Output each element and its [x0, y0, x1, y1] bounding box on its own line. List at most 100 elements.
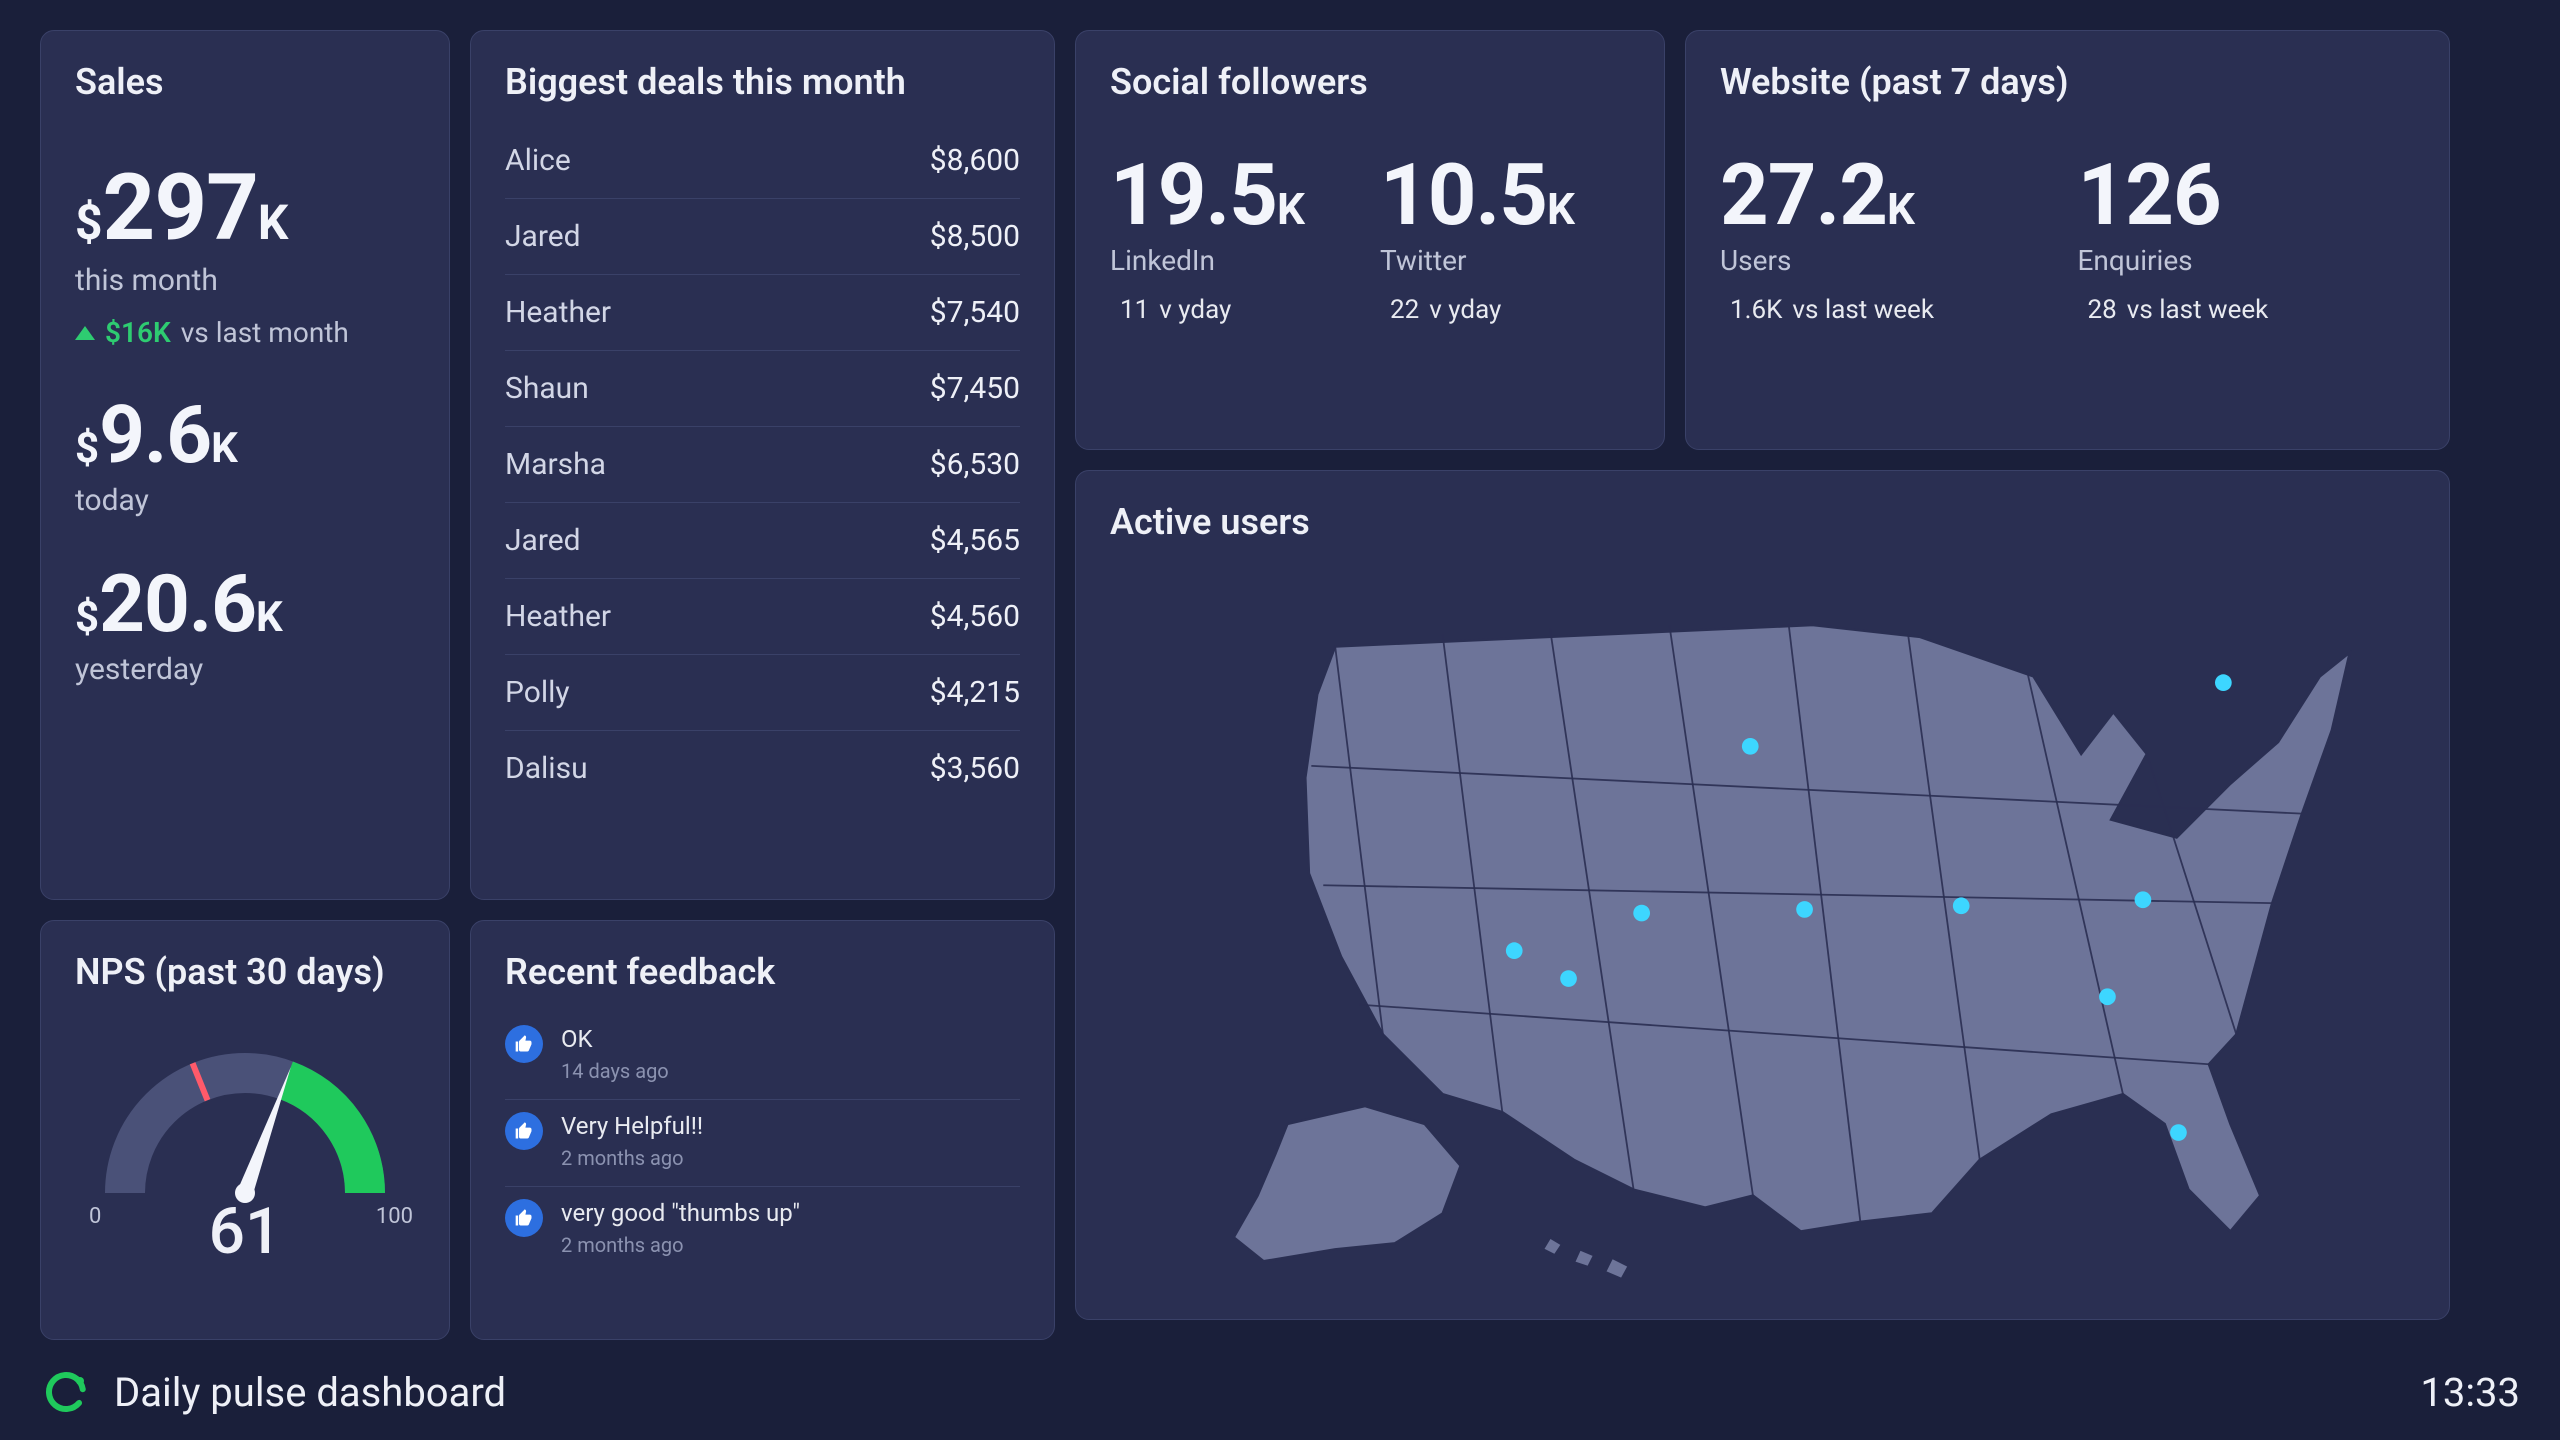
sales-today-label: today [75, 483, 415, 518]
enquiries-delta-suffix: vs last week [2127, 295, 2269, 325]
feedback-when: 2 months ago [561, 1233, 800, 1257]
deal-amount: $4,560 [930, 599, 1020, 634]
deal-row: Dalisu $3,560 [505, 731, 1020, 806]
linkedin-delta-value: 11 [1120, 295, 1149, 325]
deal-row: Shaun$7,450 [505, 351, 1020, 427]
trend-up-icon [75, 326, 95, 340]
sales-delta-suffix: vs last month [181, 316, 349, 349]
logo-icon [40, 1366, 92, 1418]
deal-amount: $7,450 [930, 371, 1020, 406]
feedback-text: Very Helpful!! [561, 1112, 703, 1140]
active-users-card: Active users [1075, 470, 2450, 1320]
website-card: Website (past 7 days) 27.2 K Users 1.6K … [1685, 30, 2450, 450]
sales-month-prefix: $ [75, 194, 103, 251]
sales-delta-value: $16K [105, 316, 171, 349]
dashboard-title: Daily pulse dashboard [114, 1369, 506, 1416]
deal-name: Jared [505, 523, 581, 558]
deal-amount: $8,500 [930, 219, 1020, 254]
social-linkedin: 19.5 K LinkedIn 11 v yday [1110, 153, 1360, 325]
enquiries-delta-value: 28 [2088, 295, 2117, 325]
sales-yesterday-metric: $ 20.6 K yesterday [75, 564, 415, 687]
twitter-value: 10.5 [1380, 153, 1547, 238]
linkedin-delta-suffix: v yday [1159, 295, 1231, 325]
twitter-delta-suffix: v yday [1429, 295, 1501, 325]
linkedin-label: LinkedIn [1110, 244, 1360, 277]
deal-amount: $3,560 [930, 751, 1020, 786]
deal-row: Alice $8,600 [505, 123, 1020, 199]
sales-month-metric: $ 297 K this month $16K vs last month [75, 163, 415, 349]
sales-yesterday-label: yesterday [75, 652, 415, 687]
feedback-row: Very Helpful!! 2 months ago [505, 1100, 1020, 1187]
deal-amount: $4,565 [930, 523, 1020, 558]
website-users: 27.2 K Users 1.6K vs last week [1720, 153, 2058, 325]
dashboard-footer: Daily pulse dashboard 13:33 [40, 1366, 2520, 1418]
users-label: Users [1720, 244, 2058, 277]
nps-min: 0 [89, 1204, 101, 1229]
social-card: Social followers 19.5 K LinkedIn 11 v yd… [1075, 30, 1665, 450]
twitter-delta-value: 22 [1390, 295, 1419, 325]
nps-gauge: 0 100 61 [75, 1013, 415, 1223]
active-users-title: Active users [1110, 501, 2415, 543]
deal-row: Marsha $6,530 [505, 427, 1020, 503]
sales-card: Sales $ 297 K this month $16K vs last mo… [40, 30, 450, 900]
map-point [2134, 891, 2151, 908]
map-point [1506, 942, 1523, 959]
feedback-when: 2 months ago [561, 1146, 703, 1170]
feedback-list: OK14 days agoVery Helpful!!2 months agov… [505, 1013, 1020, 1273]
feedback-text: OK [561, 1025, 669, 1053]
deal-name: Marsha [505, 447, 606, 482]
social-twitter: 10.5 K Twitter 22 v yday [1380, 153, 1630, 325]
deal-amount: $8,600 [930, 143, 1020, 178]
deals-card: Biggest deals this month Alice $8,600 Jare… [470, 30, 1055, 900]
sales-today-value: 9.6 [99, 395, 211, 475]
users-delta-value: 1.6K [1730, 295, 1782, 325]
sales-title: Sales [75, 61, 415, 103]
deal-row: Jared $4,565 [505, 503, 1020, 579]
deal-name: Alice [505, 143, 571, 178]
sales-month-delta: $16K vs last month [75, 316, 415, 349]
map-point [2215, 674, 2232, 691]
nps-max: 100 [376, 1204, 413, 1229]
deal-row: Heather $7,540 [505, 275, 1020, 351]
nps-title: NPS (past 30 days) [75, 951, 415, 993]
deals-list: Alice $8,600 Jared $8,500 Heather $7,540 Shaun… [505, 123, 1020, 869]
map-point [2170, 1124, 2187, 1141]
website-enquiries: 126 Enquiries 28 vs last week [2078, 153, 2416, 325]
deals-title: Biggest deals this month [505, 61, 1020, 103]
deal-amount: $4,215 [930, 675, 1020, 710]
deal-name: Polly [505, 675, 570, 710]
deal-amount: $7,540 [930, 295, 1020, 330]
deal-name: Heather [505, 599, 611, 634]
nps-value: 61 [209, 1194, 282, 1269]
sales-month-value: 297 [103, 163, 258, 255]
enquiries-label: Enquiries [2078, 244, 2416, 277]
feedback-when: 14 days ago [561, 1059, 669, 1083]
twitter-label: Twitter [1380, 244, 1630, 277]
sales-today-metric: $ 9.6 K today [75, 395, 415, 518]
map-point [1742, 738, 1759, 755]
deal-row: Polly $4,215 [505, 655, 1020, 731]
sales-month-suffix: K [258, 194, 289, 251]
users-delta-suffix: vs last week [1792, 295, 1934, 325]
sales-month-label: this month [75, 263, 415, 298]
clock: 13:33 [2420, 1369, 2520, 1416]
deal-row: Jared $8,500 [505, 199, 1020, 275]
thumbs-up-icon [505, 1025, 543, 1063]
map-point [1633, 905, 1650, 922]
map-point [1796, 901, 1813, 918]
map-point [1560, 970, 1577, 987]
deal-amount: $6,530 [930, 447, 1020, 482]
sales-yesterday-value: 20.6 [99, 564, 256, 644]
feedback-row: very good "thumbs up" 2 months ago [505, 1187, 1020, 1273]
deal-name: Jared [505, 219, 581, 254]
deal-name: Dalisu [505, 751, 588, 786]
website-title: Website (past 7 days) [1720, 61, 2415, 103]
feedback-text: very good "thumbs up" [561, 1199, 800, 1227]
thumbs-up-icon [505, 1112, 543, 1150]
map-point [1953, 897, 1970, 914]
deal-name: Heather [505, 295, 611, 330]
enquiries-value: 126 [2078, 153, 2221, 238]
map-point [2099, 988, 2116, 1005]
feedback-title: Recent feedback [505, 951, 1020, 993]
users-value: 27.2 [1720, 153, 1887, 238]
